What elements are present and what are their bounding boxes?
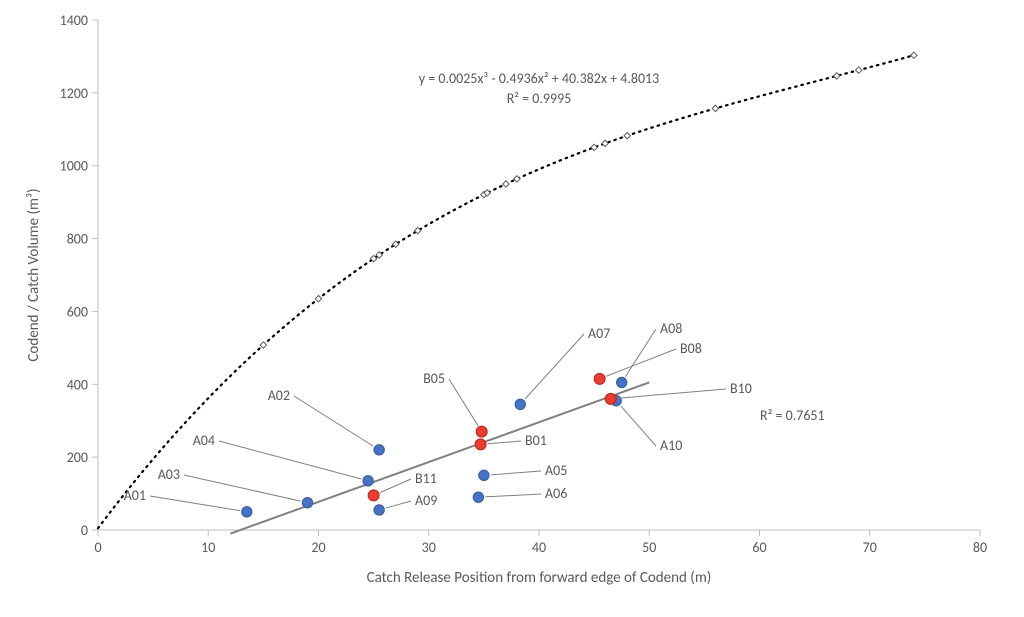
point-label-b01: B01 — [525, 432, 547, 449]
leader-line — [386, 501, 411, 508]
y-tick-label: 800 — [67, 231, 88, 248]
y-tick-label: 1400 — [60, 12, 88, 29]
curve-marker — [833, 73, 839, 79]
chart-svg: 0102030405060708002004006008001000120014… — [0, 0, 1024, 617]
x-tick-label: 30 — [422, 539, 436, 556]
data-point-a03 — [302, 497, 312, 507]
y-tick-label: 0 — [81, 522, 88, 539]
x-tick-label: 40 — [532, 539, 546, 556]
cubic-equation-text: y = 0.0025x³ - 0.4936x² + 40.382x + 4.80… — [419, 70, 660, 87]
leader-line — [380, 479, 411, 493]
leader-line — [184, 475, 301, 501]
leader-line — [294, 396, 373, 446]
data-point-b10 — [605, 393, 616, 404]
curve-marker — [514, 176, 520, 182]
data-point-b11 — [368, 490, 379, 501]
y-tick-label: 400 — [67, 376, 88, 393]
leader-line — [485, 494, 541, 497]
point-label-a07: A07 — [588, 325, 610, 342]
leader-line — [525, 334, 584, 399]
data-point-a07 — [515, 399, 525, 409]
curve-marker — [624, 133, 630, 139]
data-point-b01 — [475, 439, 486, 450]
x-tick-label: 10 — [201, 539, 215, 556]
linear-r2-text: R² = 0.7651 — [760, 407, 825, 424]
chart: 0102030405060708002004006008001000120014… — [0, 0, 1024, 617]
curve-marker — [856, 67, 862, 73]
x-tick-label: 50 — [642, 539, 656, 556]
leader-line — [625, 329, 656, 377]
data-point-b08 — [594, 373, 605, 384]
point-label-a09: A09 — [415, 492, 437, 509]
curve-marker — [315, 295, 321, 301]
leader-line — [219, 441, 361, 479]
point-label-a03: A03 — [158, 466, 180, 483]
data-point-a04 — [363, 476, 373, 486]
cubic-r2-text: R² = 0.9995 — [507, 90, 572, 107]
x-tick-label: 0 — [94, 539, 101, 556]
data-point-a05 — [479, 470, 489, 480]
data-point-b05 — [476, 426, 487, 437]
data-point-a01 — [242, 507, 252, 517]
curve-marker — [911, 52, 917, 58]
linear-trendline — [230, 382, 649, 533]
y-tick-label: 200 — [67, 449, 88, 466]
point-label-a10: A10 — [660, 437, 682, 454]
curve-marker — [503, 181, 509, 187]
leader-line — [491, 471, 541, 475]
data-point-a08 — [616, 377, 626, 387]
y-axis-title: Codend / Catch Volume (m³) — [25, 188, 43, 361]
x-tick-label: 70 — [863, 539, 877, 556]
leader-line — [618, 389, 726, 398]
point-label-a02: A02 — [268, 387, 290, 404]
leader-line — [150, 496, 240, 511]
point-label-b11: B11 — [415, 470, 437, 487]
point-label-a01: A01 — [124, 487, 146, 504]
curve-marker — [591, 144, 597, 150]
y-tick-label: 1200 — [60, 85, 88, 102]
data-point-a02 — [374, 445, 384, 455]
curve-marker — [712, 105, 718, 111]
x-tick-label: 60 — [752, 539, 766, 556]
cubic-trendline — [98, 55, 914, 528]
x-tick-label: 80 — [973, 539, 987, 556]
leader-line — [449, 379, 478, 426]
x-tick-label: 20 — [311, 539, 325, 556]
point-label-b05: B05 — [423, 370, 445, 387]
leader-line — [621, 406, 656, 446]
curve-marker — [260, 342, 266, 348]
data-point-a06 — [473, 492, 483, 502]
point-label-a05: A05 — [545, 462, 567, 479]
point-label-a06: A06 — [545, 485, 567, 502]
point-label-a08: A08 — [660, 320, 682, 337]
x-axis-title: Catch Release Position from forward edge… — [367, 569, 712, 587]
y-tick-label: 1000 — [60, 158, 88, 175]
y-tick-label: 600 — [67, 303, 88, 320]
point-label-a04: A04 — [193, 432, 215, 449]
point-label-b10: B10 — [730, 380, 752, 397]
leader-line — [488, 441, 521, 444]
curve-marker — [602, 140, 608, 146]
point-label-b08: B08 — [680, 340, 702, 357]
data-point-a09 — [374, 505, 384, 515]
